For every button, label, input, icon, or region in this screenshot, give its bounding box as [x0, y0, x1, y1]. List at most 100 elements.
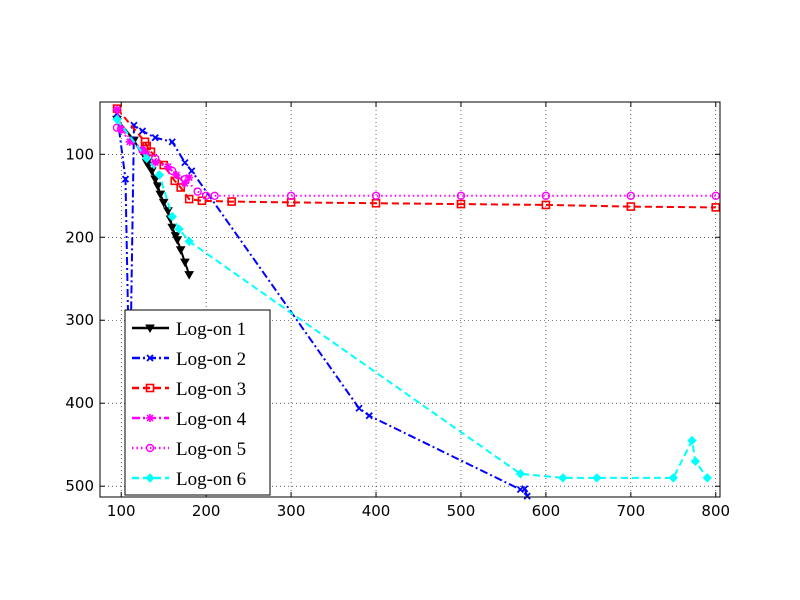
y-tick-label: 500 [65, 477, 94, 495]
data-point [172, 171, 181, 180]
data-point [112, 105, 121, 114]
data-point [286, 191, 296, 200]
data-point [155, 190, 166, 200]
legend-item: Log-on 4 [132, 409, 247, 430]
x-tick-label: 100 [107, 502, 136, 520]
legend-label: Log-on 3 [176, 379, 246, 400]
data-point [121, 175, 130, 183]
legend-label: Log-on 2 [176, 349, 246, 370]
data-point [151, 134, 159, 142]
data-point [626, 191, 636, 200]
y-tick-label: 300 [65, 311, 94, 329]
x-tick-label: 600 [532, 502, 561, 520]
x-tick-label: 500 [447, 502, 476, 520]
data-point [142, 153, 152, 164]
data-point [146, 167, 157, 176]
data-point [150, 175, 161, 185]
data-point [112, 123, 122, 132]
y-tick-label: 400 [65, 394, 94, 412]
data-point [176, 183, 185, 192]
data-point [168, 138, 176, 146]
data-point [184, 194, 194, 204]
data-point [152, 182, 163, 191]
x-tick-label: 700 [617, 502, 646, 520]
series-line [116, 126, 716, 197]
series-line [116, 109, 191, 185]
data-point [163, 162, 172, 171]
data-point [138, 146, 147, 155]
legend-label: Log-on 1 [176, 319, 246, 340]
legend-item: Log-on 5 [132, 439, 246, 460]
data-point [365, 412, 373, 420]
data-point [175, 246, 186, 255]
data-point [112, 114, 122, 125]
data-point [138, 145, 147, 155]
data-point [355, 404, 363, 412]
data-point [521, 485, 529, 493]
data-point [626, 202, 636, 211]
data-point [154, 170, 165, 180]
legend-marker [145, 473, 155, 483]
legend: Log-on 1 Log-on 2 Log-on 3 Log-on 4 Log-on 5… [124, 309, 271, 496]
y-tick-label: 100 [65, 145, 94, 163]
data-point [687, 435, 697, 446]
data-point [541, 200, 551, 210]
series-6 [112, 114, 712, 483]
data-point [167, 223, 178, 233]
data-point [172, 236, 183, 245]
data-point [158, 198, 169, 208]
legend-marker [146, 354, 154, 362]
legend-marker [145, 443, 155, 453]
data-point [690, 456, 701, 467]
data-point [711, 191, 720, 200]
data-point [193, 187, 202, 196]
data-point [184, 236, 194, 247]
data-point [668, 473, 678, 483]
data-point [167, 211, 177, 222]
legend-label: Log-on 5 [176, 439, 246, 460]
data-point [180, 174, 190, 184]
series-3 [112, 104, 721, 212]
data-point [188, 167, 196, 175]
data-point [523, 492, 531, 500]
legend-box [124, 309, 271, 496]
legend-item: Log-on 1 [132, 319, 246, 340]
axis-ticks: 100 200 300 400 500 600 700 800 100 200 300 400 500 [65, 102, 730, 520]
data-point [138, 127, 147, 135]
x-tick-label: 300 [277, 502, 306, 520]
data-point [210, 191, 219, 200]
data-point [456, 199, 466, 209]
data-point [180, 258, 190, 268]
data-point [174, 224, 184, 234]
series-line [116, 107, 716, 209]
data-point [151, 154, 160, 163]
data-point [181, 158, 189, 167]
plot-frame [99, 101, 721, 498]
data-point [170, 232, 181, 241]
legend-item: Log-on 3 [132, 379, 246, 400]
data-point [197, 196, 207, 206]
data-point [456, 191, 466, 200]
data-point [558, 473, 568, 483]
legend-label: Log-on 4 [176, 409, 247, 430]
legend-item: Log-on 6 [132, 469, 246, 490]
data-point [515, 469, 526, 479]
data-point [185, 173, 194, 182]
legend-item: Log-on 2 [132, 349, 246, 370]
legend-marker [145, 324, 155, 334]
y-tick-label: 200 [65, 228, 94, 246]
data-point [711, 203, 721, 212]
data-point [125, 137, 134, 146]
data-point [167, 166, 177, 176]
data-point [227, 197, 236, 206]
legend-label: Log-on 6 [176, 469, 246, 490]
x-tick-label: 800 [701, 502, 730, 520]
data-point [592, 473, 602, 483]
x-tick-label: 200 [192, 502, 221, 520]
legend-marker [145, 383, 155, 393]
series-5 [112, 123, 720, 200]
grid [100, 102, 720, 497]
data-point [541, 191, 551, 200]
plot-series [112, 104, 721, 500]
